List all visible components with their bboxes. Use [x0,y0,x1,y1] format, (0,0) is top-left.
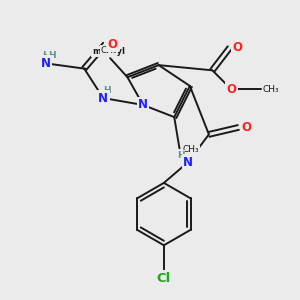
Text: O: O [241,121,251,134]
Text: H: H [177,152,184,160]
Text: N: N [183,156,193,169]
Text: O: O [232,41,242,54]
Text: H: H [42,51,50,60]
Text: N: N [98,92,108,104]
Text: O: O [226,83,236,96]
Text: H: H [49,51,56,60]
Text: N: N [41,57,51,70]
Text: CH₃: CH₃ [100,46,117,55]
Text: Cl: Cl [157,272,171,285]
Text: N: N [138,98,148,112]
Text: O: O [108,38,118,51]
Text: CH₃: CH₃ [262,85,279,94]
Text: H: H [103,86,111,95]
Text: CH₃: CH₃ [183,146,200,154]
Text: methyl: methyl [92,47,125,56]
